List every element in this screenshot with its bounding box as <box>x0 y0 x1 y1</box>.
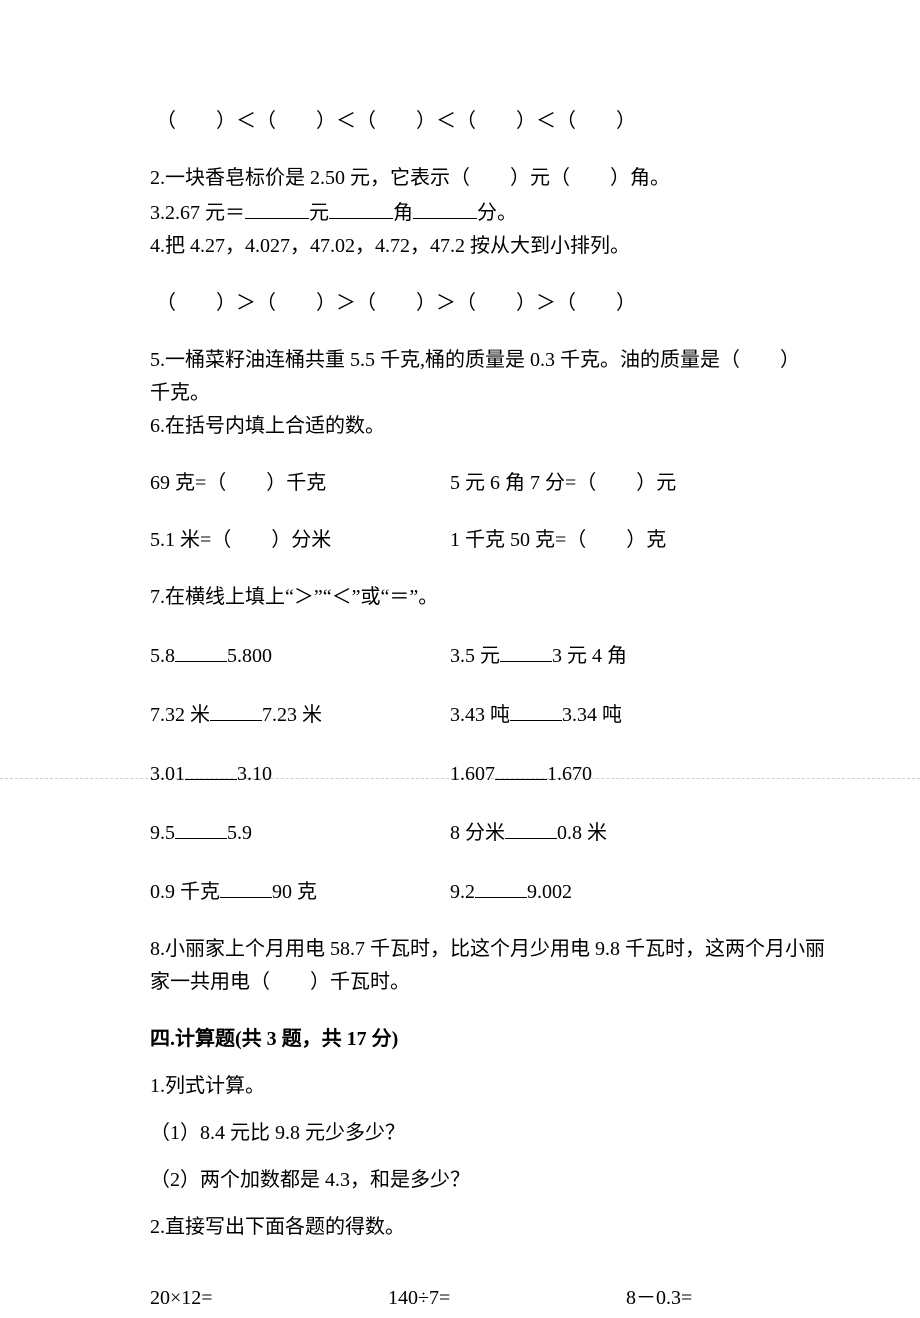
q7-row-4: 9.5 5.9 8 分米 0.8 米 <box>150 818 790 853</box>
q7-row-5: 0.9 千克 90 克 9.2 9.002 <box>150 877 790 912</box>
q3-u3: 分。 <box>477 202 517 224</box>
q4-ordering: （ ）＞（ ）＞（ ）＞（ ）＞（ ） <box>150 290 790 317</box>
q7-row-1: 5.8 5.800 3.5 元 3 元 4 角 <box>150 641 790 676</box>
section-4-heading: 四.计算题(共 3 题，共 17 分) <box>150 1026 790 1053</box>
q7-blank-1b[interactable] <box>500 641 552 662</box>
s4-q1-1: （1）8.4 元比 9.8 元少多少？ <box>150 1120 790 1147</box>
q8-text-b: 家一共用电（ ）千瓦时。 <box>150 969 790 996</box>
q3-u1: 元 <box>309 202 329 224</box>
q3-u2: 角 <box>393 202 413 224</box>
s4-q2: 2.直接写出下面各题的得数。 <box>150 1214 790 1241</box>
q7-r3-r2: 1.670 <box>547 763 592 785</box>
q7-blank-1a[interactable] <box>175 641 227 662</box>
q7-r4-r1: 8 分米 <box>450 822 505 844</box>
q7-blank-2a[interactable] <box>210 700 262 721</box>
q7-r2-r2: 3.34 吨 <box>562 704 622 726</box>
q4-text: 4.把 4.27，4.027，47.02，4.72，47.2 按从大到小排列。 <box>150 233 790 260</box>
q7-r5-r2: 9.002 <box>527 881 572 903</box>
q7-r4-l1: 9.5 <box>150 822 175 844</box>
q6-row-2: 5.1 米=（ ）分米 1 千克 50 克=（ ）克 <box>150 527 790 560</box>
q7-r5-l1: 0.9 千克 <box>150 881 220 903</box>
q1-ordering: （ ）＜（ ）＜（ ）＜（ ）＜（ ） <box>150 108 790 135</box>
q7-r5-r1: 9.2 <box>450 881 475 903</box>
q7-text: 7.在横线上填上“＞”“＜”或“＝”。 <box>150 584 790 611</box>
q7-r2-r1: 3.43 吨 <box>450 704 510 726</box>
s4-q2-b: 140÷7= <box>388 1285 626 1312</box>
q7-r1-r2: 3 元 4 角 <box>552 645 627 667</box>
q7-blank-4b[interactable] <box>505 818 557 839</box>
q7-r3-r1: 1.607 <box>450 763 495 785</box>
q7-row-2: 7.32 米 7.23 米 3.43 吨 3.34 吨 <box>150 700 790 735</box>
q3-blank-1[interactable] <box>245 198 309 219</box>
q7-r1-l2: 5.800 <box>227 645 272 667</box>
q2-text: 2.一块香皂标价是 2.50 元，它表示（ ）元（ ）角。 <box>150 165 790 192</box>
q6-r2-right: 1 千克 50 克=（ ）克 <box>450 527 790 554</box>
q7-blank-5b[interactable] <box>475 877 527 898</box>
q7-blank-2b[interactable] <box>510 700 562 721</box>
q7-r5-l2: 90 克 <box>272 881 317 903</box>
q7-blank-3a[interactable] <box>185 759 237 780</box>
q6-text: 6.在括号内填上合适的数。 <box>150 413 790 440</box>
s4-q1-2: （2）两个加数都是 4.3，和是多少？ <box>150 1167 790 1194</box>
q7-r3-l2: 3.10 <box>237 763 272 785</box>
q3-blank-3[interactable] <box>413 198 477 219</box>
s4-q2-a: 20×12= <box>150 1285 388 1312</box>
q6-row-1: 69 克=（ ）千克 5 元 6 角 7 分=（ ）元 <box>150 470 790 503</box>
q5-text-b: 千克。 <box>150 380 790 407</box>
q6-r1-left: 69 克=（ ）千克 <box>150 470 450 497</box>
q3-pre: 3.2.67 元＝ <box>150 202 245 224</box>
s4-q2-c: 8－0.3= <box>626 1285 790 1312</box>
q6-r2-left: 5.1 米=（ ）分米 <box>150 527 450 554</box>
q6-r1-right: 5 元 6 角 7 分=（ ）元 <box>450 470 790 497</box>
q7-r1-r1: 3.5 元 <box>450 645 500 667</box>
q7-blank-3b[interactable] <box>495 759 547 780</box>
q3-text: 3.2.67 元＝ 元 角 分。 <box>150 198 790 227</box>
q7-blank-5a[interactable] <box>220 877 272 898</box>
q7-r4-l2: 5.9 <box>227 822 252 844</box>
q5-text-a: 5.一桶菜籽油连桶共重 5.5 千克,桶的质量是 0.3 千克。油的质量是（ ） <box>150 347 790 374</box>
q7-row-3: 3.01 3.10 1.607 1.670 <box>150 759 790 794</box>
q7-r4-r2: 0.8 米 <box>557 822 607 844</box>
q7-r3-l1: 3.01 <box>150 763 185 785</box>
q8-text-a: 8.小丽家上个月用电 58.7 千瓦时，比这个月少用电 9.8 千瓦时，这两个月… <box>150 936 790 963</box>
q7-blank-4a[interactable] <box>175 818 227 839</box>
q7-r2-l1: 7.32 米 <box>150 704 210 726</box>
q7-r1-l1: 5.8 <box>150 645 175 667</box>
q3-blank-2[interactable] <box>329 198 393 219</box>
page-content: （ ）＜（ ）＜（ ）＜（ ）＜（ ） 2.一块香皂标价是 2.50 元，它表示… <box>150 108 790 1318</box>
s4-q1: 1.列式计算。 <box>150 1073 790 1100</box>
q7-r2-l2: 7.23 米 <box>262 704 322 726</box>
